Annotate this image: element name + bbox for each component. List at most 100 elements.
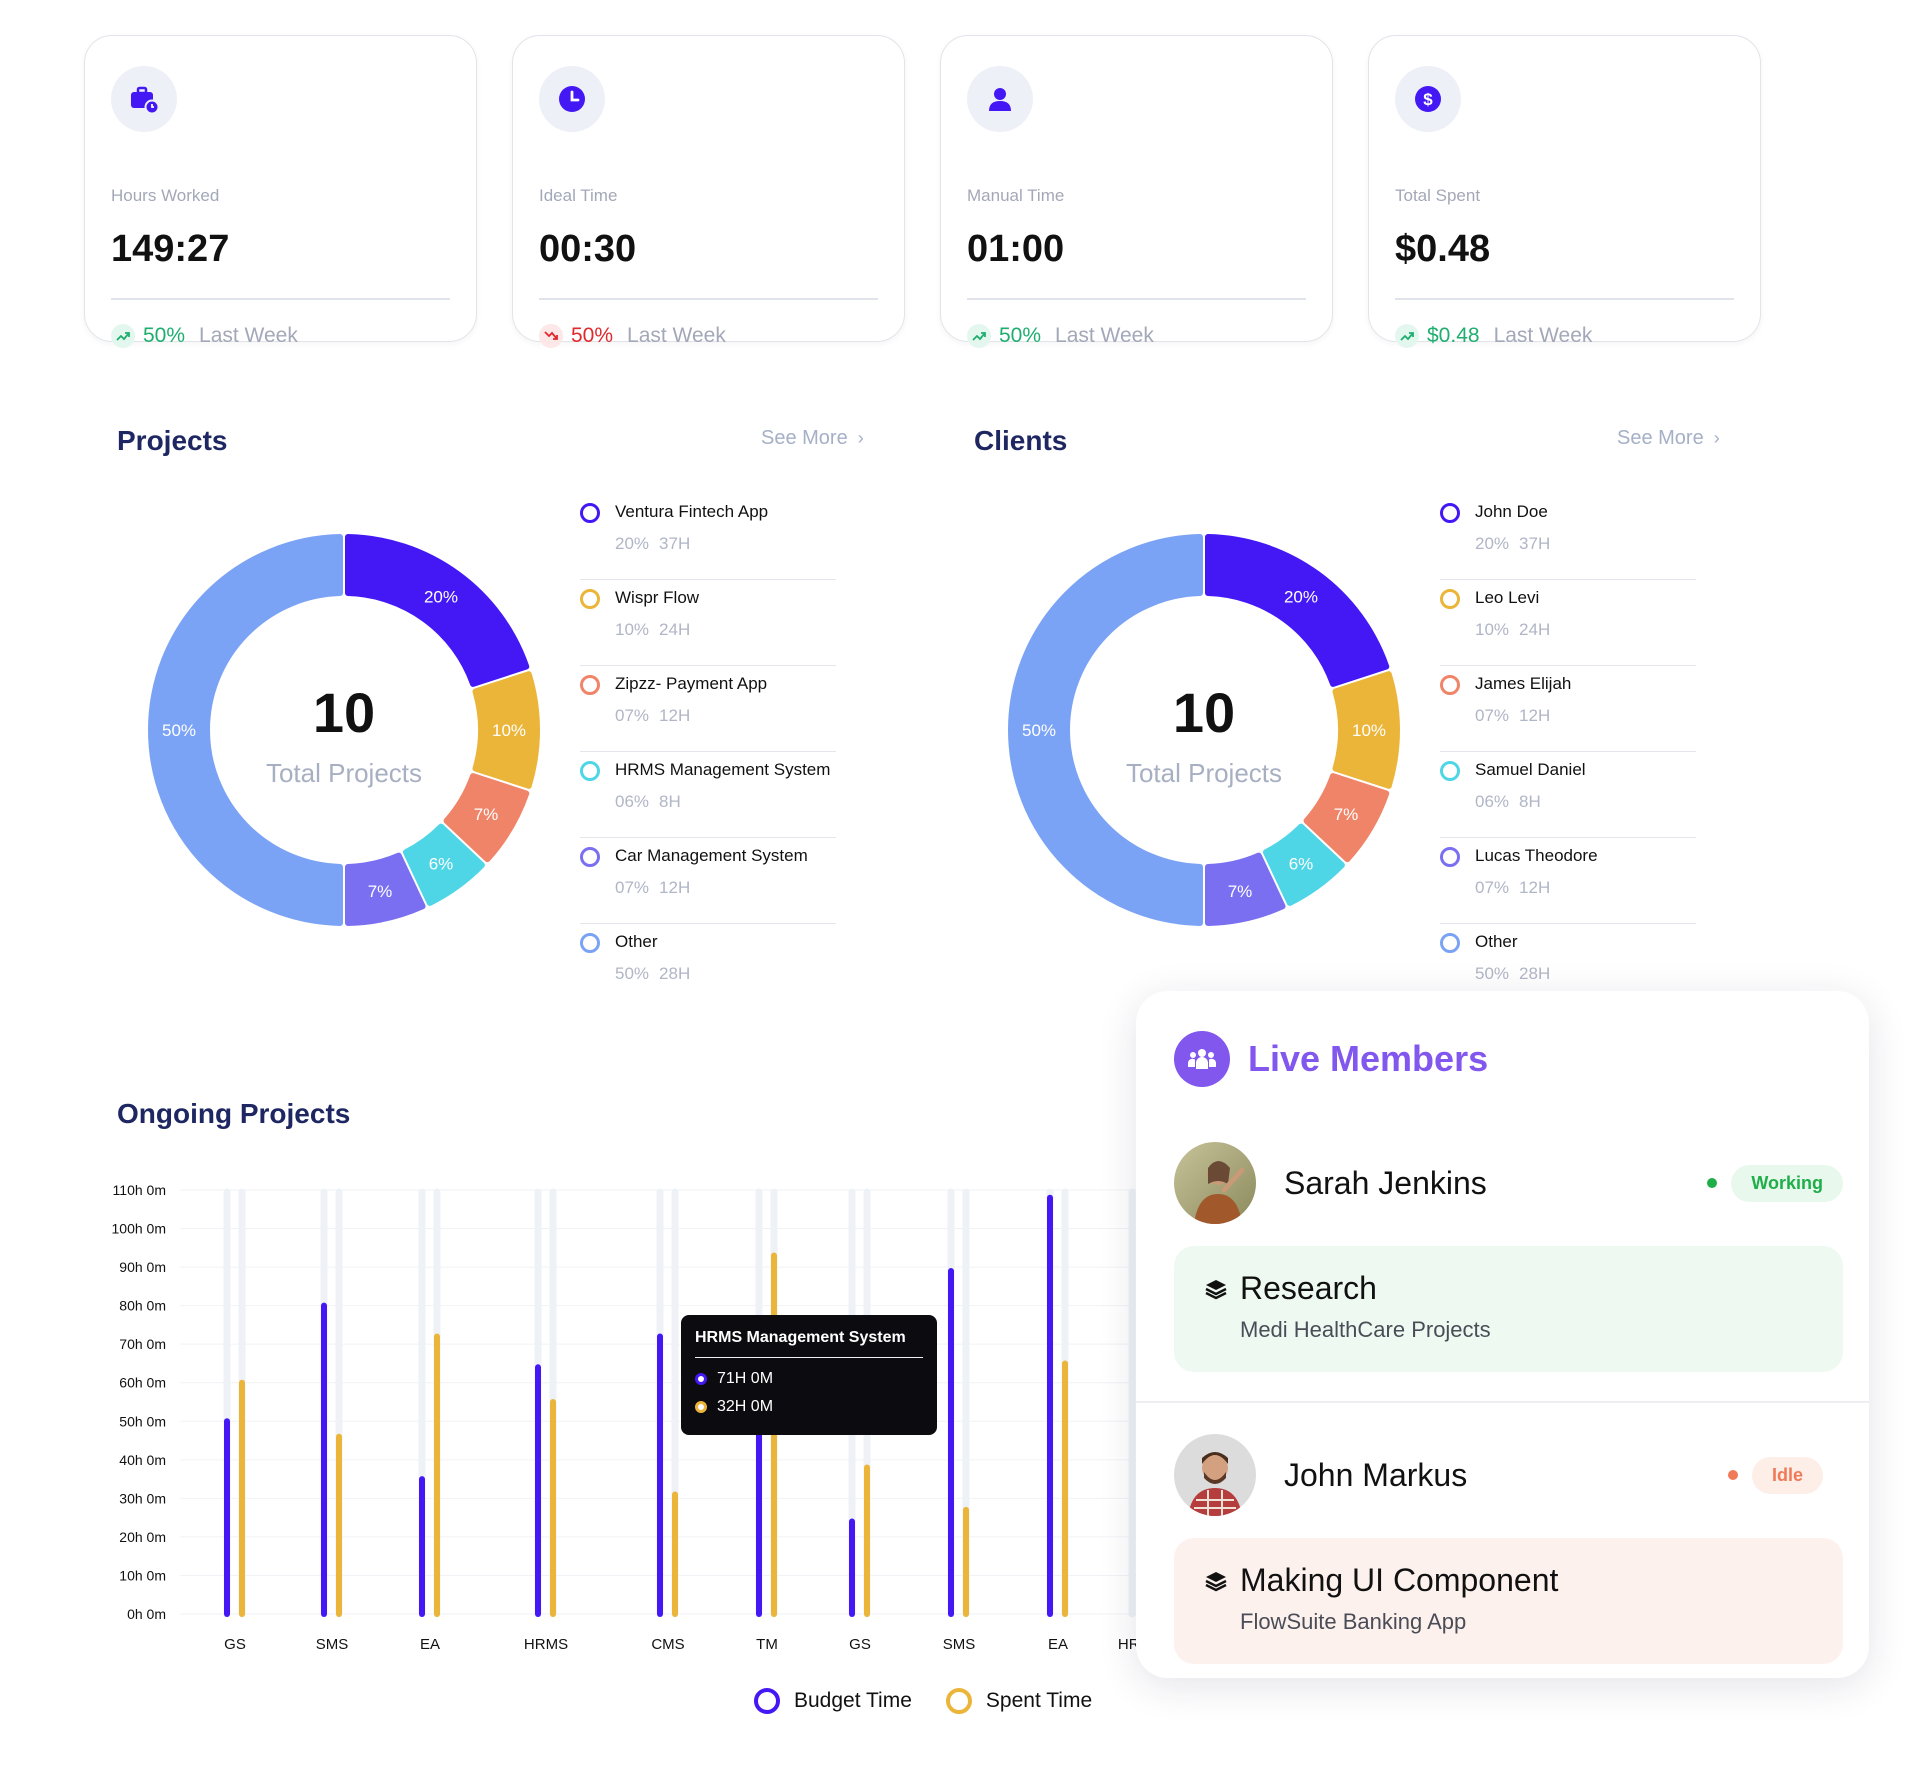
member-name: Sarah Jenkins xyxy=(1284,1164,1487,1201)
tooltip-budget-dot xyxy=(695,1373,707,1385)
donut-slice[interactable] xyxy=(443,773,530,863)
x-tick-label: TM xyxy=(756,1636,778,1653)
tooltip-budget-row: 71H 0M xyxy=(695,1370,923,1388)
legend-item-percent: 07% xyxy=(615,878,650,897)
legend-budget-time[interactable]: Budget Time xyxy=(754,1688,912,1714)
donut-slice[interactable] xyxy=(147,534,344,926)
donut-slice-label: 10% xyxy=(492,721,526,740)
legend-item-meta: 50% 28H xyxy=(1475,964,1550,984)
legend-item[interactable]: Wispr Flow 10% 24H xyxy=(580,580,836,666)
x-tick-label: GS xyxy=(849,1636,871,1653)
donut-slice[interactable] xyxy=(1262,823,1345,906)
legend-item[interactable]: Other 50% 28H xyxy=(580,924,836,1010)
legend-spent-time[interactable]: Spent Time xyxy=(945,1688,1093,1714)
legend-item-meta: 20% 37H xyxy=(1475,534,1550,554)
legend-item[interactable]: Other 50% 28H xyxy=(1440,924,1696,1010)
legend-item-percent: 20% xyxy=(615,534,650,553)
legend-item-meta: 20% 37H xyxy=(615,534,690,554)
user-icon xyxy=(967,66,1033,132)
tooltip-spent-dot xyxy=(695,1401,707,1413)
y-tick-label: 10h 0m xyxy=(119,1567,166,1583)
task-card-ui-component[interactable]: Making UI Component FlowSuite Banking Ap… xyxy=(1174,1538,1843,1664)
donut-slice[interactable] xyxy=(402,823,485,906)
donut-slice[interactable] xyxy=(1205,534,1390,687)
legend-item-meta: 07% 12H xyxy=(615,878,690,898)
stat-change: 50% Last Week xyxy=(539,324,726,348)
legend-item-percent: 50% xyxy=(1475,964,1510,983)
stat-change-value: 50% xyxy=(999,324,1042,347)
see-more-label: See More xyxy=(761,427,848,449)
divider xyxy=(539,298,878,300)
donut-slice[interactable] xyxy=(1007,534,1204,926)
stat-card-total-spent[interactable]: $ Total Spent $0.48 $0.48 Last Week xyxy=(1368,35,1761,348)
member-row-sarah[interactable]: Sarah Jenkins Working xyxy=(1174,1141,1843,1225)
legend-item-name: Car Management System xyxy=(615,846,808,865)
clients-legend: John Doe 20% 37H Leo Levi 10% 24H James Elijah… xyxy=(1440,494,1696,1010)
y-tick-label: 0h 0m xyxy=(127,1606,166,1622)
spent-ring-icon xyxy=(945,1688,972,1714)
stat-card-ideal-time[interactable]: Ideal Time 00:30 50% Last Week xyxy=(512,35,905,348)
divider xyxy=(1395,298,1734,300)
ongoing-projects-bar-chart: 110h 0m 100h 0m 90h 0m 80h 0m 70h 0m 60h 0m 50… xyxy=(112,1182,1140,1653)
legend-item-hours: 28H xyxy=(1519,964,1551,983)
projects-see-more-link[interactable]: See More › xyxy=(761,427,864,450)
legend-item-hours: 12H xyxy=(1519,878,1551,897)
legend-item[interactable]: Lucas Theodore 07% 12H xyxy=(1440,838,1696,924)
donut-slice-label: 20% xyxy=(1284,588,1318,607)
donut-slice[interactable] xyxy=(1204,852,1286,926)
donut-slice[interactable] xyxy=(1303,773,1390,863)
stat-value: 00:30 xyxy=(539,228,637,270)
status-dot xyxy=(1707,1178,1718,1188)
legend-ring-icon xyxy=(580,933,600,953)
legend-item-percent: 10% xyxy=(615,620,650,639)
donut-slice[interactable] xyxy=(344,852,426,926)
y-tick-label: 70h 0m xyxy=(119,1336,166,1352)
stat-period: Last Week xyxy=(627,324,726,347)
chart-tooltip: HRMS Management System 71H 0M 32H 0M xyxy=(681,1315,937,1435)
legend-item-hours: 24H xyxy=(1519,620,1551,639)
legend-item-percent: 07% xyxy=(1475,706,1510,725)
briefcase-clock-icon xyxy=(111,66,177,132)
y-tick-label: 90h 0m xyxy=(119,1259,166,1275)
legend-item-hours: 37H xyxy=(1519,534,1551,553)
legend-item[interactable]: Leo Levi 10% 24H xyxy=(1440,580,1696,666)
legend-spent-label: Spent Time xyxy=(985,1689,1093,1712)
legend-item-percent: 06% xyxy=(615,792,650,811)
donut-slice[interactable] xyxy=(345,534,530,687)
projects-legend: Ventura Fintech App 20% 37H Wispr Flow 10% 24… xyxy=(580,494,836,1010)
legend-item[interactable]: Ventura Fintech App 20% 37H xyxy=(580,494,836,580)
clients-total-label: Total Projects xyxy=(1125,758,1283,788)
legend-item-name: HRMS Management System xyxy=(615,760,831,779)
legend-budget-label: Budget Time xyxy=(794,1689,912,1712)
x-tick-label: SMS xyxy=(943,1636,976,1653)
y-tick-label: 30h 0m xyxy=(119,1490,166,1506)
legend-item-percent: 06% xyxy=(1475,792,1510,811)
stat-value: $0.48 xyxy=(1395,228,1491,270)
task-title-row: Research xyxy=(1204,1270,1813,1307)
legend-item-hours: 12H xyxy=(1519,706,1551,725)
legend-item[interactable]: Car Management System 07% 12H xyxy=(580,838,836,924)
legend-item[interactable]: Samuel Daniel 06% 8H xyxy=(1440,752,1696,838)
stat-card-hours-worked[interactable]: Hours Worked 149:27 50% Last Week xyxy=(84,35,477,348)
x-tick-label: CMS xyxy=(651,1636,684,1653)
legend-ring-icon xyxy=(580,503,600,523)
tooltip-title: HRMS Management System xyxy=(695,1329,923,1358)
trend-up-icon xyxy=(1395,324,1419,348)
y-tick-label: 40h 0m xyxy=(119,1452,166,1468)
task-project: Medi HealthCare Projects xyxy=(1240,1317,1491,1342)
task-card-research[interactable]: Research Medi HealthCare Projects xyxy=(1174,1246,1843,1372)
stat-card-manual-time[interactable]: Manual Time 01:00 50% Last Week xyxy=(940,35,1333,348)
budget-ring-icon xyxy=(754,1688,780,1714)
legend-item[interactable]: John Doe 20% 37H xyxy=(1440,494,1696,580)
legend-item-name: Wispr Flow xyxy=(615,588,700,607)
donut-slice[interactable] xyxy=(1332,671,1400,789)
legend-item-name: James Elijah xyxy=(1475,674,1572,693)
legend-item[interactable]: HRMS Management System 06% 8H xyxy=(580,752,836,838)
clients-see-more-link[interactable]: See More › xyxy=(1617,427,1720,450)
member-row-john[interactable]: John Markus Idle xyxy=(1174,1433,1843,1517)
donut-slice[interactable] xyxy=(472,671,540,789)
task-project: FlowSuite Banking App xyxy=(1240,1609,1467,1634)
projects-total-label: Total Projects xyxy=(265,758,423,788)
legend-item[interactable]: Zipzz- Payment App 07% 12H xyxy=(580,666,836,752)
legend-item[interactable]: James Elijah 07% 12H xyxy=(1440,666,1696,752)
